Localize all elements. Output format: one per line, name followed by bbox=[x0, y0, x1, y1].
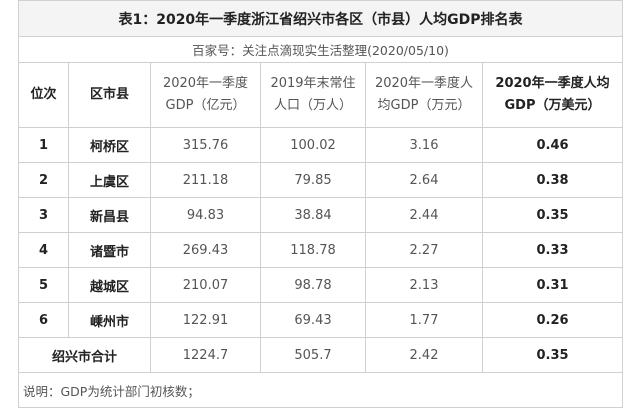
table-cell: 2 bbox=[18, 162, 69, 198]
table-cell: 1 bbox=[18, 127, 69, 163]
table-cell: 嵊州市 bbox=[68, 302, 151, 338]
table-row: 4 诸暨市 269.43 118.78 2.27 0.33 bbox=[18, 232, 624, 268]
table-cell: 94.83 bbox=[150, 197, 261, 233]
table-cell: 2020年一季度人均GDP（万元） bbox=[365, 62, 483, 128]
table-row: 百家号：关注点滴现实生活整理(2020/05/10) bbox=[17, 36, 624, 63]
table-row: 5 越城区 210.07 98.78 2.13 0.31 bbox=[18, 267, 624, 303]
table-cell: 0.26 bbox=[481, 302, 624, 338]
table-cell: 4 bbox=[18, 232, 69, 268]
table-cell: 269.43 bbox=[150, 232, 261, 268]
table-cell: 0.33 bbox=[481, 232, 624, 268]
table-cell: 2.42 bbox=[365, 337, 483, 373]
table-cell: 118.78 bbox=[260, 232, 366, 268]
table-cell: 1224.7 bbox=[150, 337, 261, 373]
table-cell: 2020年一季度人均GDP（万美元） bbox=[481, 62, 624, 128]
table-cell: 98.78 bbox=[260, 267, 366, 303]
table-cell: 位次 bbox=[18, 62, 69, 128]
table-cell: 新昌县 bbox=[68, 197, 151, 233]
table-cell: 122.91 bbox=[150, 302, 261, 338]
table-cell: 69.43 bbox=[260, 302, 366, 338]
table-cell: 38.84 bbox=[260, 197, 366, 233]
table-row: 2 上虞区 211.18 79.85 2.64 0.38 bbox=[18, 162, 624, 198]
table-cell: 0.38 bbox=[481, 162, 624, 198]
table-cell: 2020年一季度GDP（亿元） bbox=[150, 62, 261, 128]
table-cell: 2.64 bbox=[365, 162, 483, 198]
table-cell: 诸暨市 bbox=[68, 232, 151, 268]
table-cell: 5 bbox=[18, 267, 69, 303]
table-cell: 100.02 bbox=[260, 127, 366, 163]
table-cell: 211.18 bbox=[150, 162, 261, 198]
table-cell: 505.7 bbox=[260, 337, 366, 373]
table-cell: 柯桥区 bbox=[68, 127, 151, 163]
table-cell: 79.85 bbox=[260, 162, 366, 198]
table-cell: 6 bbox=[18, 302, 69, 338]
table-cell: 1.77 bbox=[365, 302, 483, 338]
table-row: 表1：2020年一季度浙江省绍兴市各区（市县）人均GDP排名表 bbox=[17, 0, 624, 37]
table-cell: 0.46 bbox=[481, 127, 624, 163]
table-cell: 百家号：关注点滴现实生活整理(2020/05/10) bbox=[17, 36, 624, 63]
table-row: 说明：GDP为统计部门初核数； bbox=[17, 372, 624, 408]
table-row: 6 嵊州市 122.91 69.43 1.77 0.26 bbox=[18, 302, 624, 338]
table-cell: 3 bbox=[18, 197, 69, 233]
table-cell: 0.35 bbox=[481, 337, 624, 373]
ranking-table: 表1：2020年一季度浙江省绍兴市各区（市县）人均GDP排名表 百家号：关注点滴现… bbox=[17, 0, 624, 408]
table-cell: 2.44 bbox=[365, 197, 483, 233]
table-cell: 3.16 bbox=[365, 127, 483, 163]
table-cell: 区市县 bbox=[68, 62, 151, 128]
table-row: 3 新昌县 94.83 38.84 2.44 0.35 bbox=[18, 197, 624, 233]
table-cell: 绍兴市合计 bbox=[18, 337, 151, 373]
table-row: 绍兴市合计 1224.7 505.7 2.42 0.35 bbox=[18, 337, 624, 373]
table-cell: 越城区 bbox=[68, 267, 151, 303]
table-cell: 2.13 bbox=[365, 267, 483, 303]
table-cell: 上虞区 bbox=[68, 162, 151, 198]
table-cell: 2019年末常住人口（万人） bbox=[260, 62, 366, 128]
table-cell: 210.07 bbox=[150, 267, 261, 303]
table-cell: 2.27 bbox=[365, 232, 483, 268]
table-cell: 说明：GDP为统计部门初核数； bbox=[17, 372, 624, 408]
table-row: 1 柯桥区 315.76 100.02 3.16 0.46 bbox=[18, 127, 624, 163]
table-cell: 315.76 bbox=[150, 127, 261, 163]
table-cell: 0.31 bbox=[481, 267, 624, 303]
table-cell: 表1：2020年一季度浙江省绍兴市各区（市县）人均GDP排名表 bbox=[17, 0, 624, 37]
table-cell: 0.35 bbox=[481, 197, 624, 233]
table-row: 位次 区市县 2020年一季度GDP（亿元） 2019年末常住人口（万人） 2020年一… bbox=[18, 62, 624, 128]
